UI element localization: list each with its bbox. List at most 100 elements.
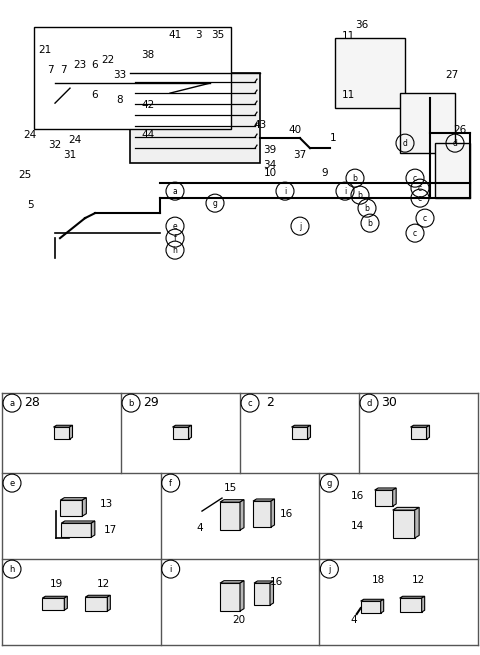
Polygon shape [61, 521, 95, 523]
Text: 21: 21 [38, 45, 52, 55]
Text: 13: 13 [99, 499, 113, 509]
Polygon shape [375, 490, 393, 506]
Polygon shape [375, 488, 396, 490]
Polygon shape [400, 598, 421, 612]
Text: j: j [328, 565, 331, 574]
Text: c: c [413, 174, 417, 183]
Text: b: b [353, 174, 358, 183]
Text: 3: 3 [195, 30, 201, 40]
Text: i: i [344, 187, 346, 196]
Text: 17: 17 [103, 525, 117, 535]
Polygon shape [85, 595, 110, 597]
Text: 12: 12 [412, 575, 425, 585]
Polygon shape [220, 583, 240, 611]
Text: 6: 6 [92, 90, 98, 100]
Polygon shape [60, 498, 86, 500]
Text: a: a [173, 187, 178, 196]
Polygon shape [410, 427, 427, 439]
Text: 20: 20 [232, 615, 245, 625]
Text: d: d [366, 399, 372, 407]
Text: d: d [453, 139, 457, 147]
Polygon shape [400, 596, 425, 598]
Text: h: h [9, 565, 15, 574]
Text: c: c [423, 214, 427, 223]
Text: 29: 29 [143, 396, 159, 409]
Text: 1: 1 [330, 133, 336, 143]
Text: 7: 7 [60, 65, 66, 75]
Text: 30: 30 [381, 396, 397, 409]
Polygon shape [42, 598, 64, 610]
Text: 26: 26 [454, 125, 467, 135]
Polygon shape [381, 599, 384, 613]
Text: d: d [403, 139, 408, 147]
Text: 9: 9 [322, 168, 328, 178]
Text: 7: 7 [47, 65, 53, 75]
Text: 34: 34 [264, 160, 276, 170]
Polygon shape [291, 425, 311, 427]
Text: 11: 11 [341, 90, 355, 100]
Text: 27: 27 [445, 70, 458, 80]
Polygon shape [393, 508, 419, 510]
Polygon shape [427, 425, 430, 439]
FancyBboxPatch shape [130, 73, 260, 163]
Text: 4: 4 [350, 615, 357, 625]
Text: 4: 4 [197, 523, 204, 533]
Text: 24: 24 [24, 130, 36, 140]
Polygon shape [91, 521, 95, 537]
Text: 24: 24 [68, 135, 82, 145]
Polygon shape [189, 425, 192, 439]
Text: 18: 18 [372, 575, 385, 585]
Text: 2: 2 [266, 396, 274, 409]
Polygon shape [42, 596, 67, 598]
Text: 16: 16 [270, 577, 283, 587]
Text: 32: 32 [48, 140, 61, 150]
Text: b: b [358, 191, 362, 200]
Text: 43: 43 [253, 120, 266, 130]
Text: 19: 19 [50, 579, 63, 589]
Text: 41: 41 [168, 30, 181, 40]
Text: j: j [299, 221, 301, 231]
Text: g: g [213, 198, 217, 208]
Text: 37: 37 [293, 150, 307, 160]
Polygon shape [393, 488, 396, 506]
Text: 11: 11 [341, 31, 355, 41]
Polygon shape [240, 500, 244, 530]
Text: c: c [413, 229, 417, 238]
Text: c: c [418, 194, 422, 202]
Polygon shape [83, 498, 86, 516]
Polygon shape [291, 427, 308, 439]
FancyBboxPatch shape [400, 93, 455, 153]
Text: c: c [248, 399, 252, 407]
Polygon shape [220, 502, 240, 530]
Polygon shape [172, 425, 192, 427]
Text: 12: 12 [96, 579, 110, 589]
Text: 5: 5 [27, 200, 33, 210]
Text: c: c [418, 183, 422, 193]
Text: 15: 15 [223, 483, 237, 493]
Text: 16: 16 [350, 491, 364, 501]
Text: 16: 16 [280, 509, 293, 519]
Text: 10: 10 [264, 168, 276, 178]
Polygon shape [60, 500, 83, 516]
Text: 38: 38 [142, 50, 155, 60]
Text: 33: 33 [113, 70, 127, 80]
Text: 23: 23 [73, 60, 86, 70]
Text: b: b [128, 399, 134, 407]
Polygon shape [61, 523, 91, 537]
Polygon shape [254, 581, 274, 583]
Polygon shape [253, 499, 275, 501]
Text: 40: 40 [288, 125, 301, 135]
Polygon shape [254, 583, 270, 605]
Text: b: b [368, 219, 372, 228]
FancyBboxPatch shape [335, 38, 405, 108]
Polygon shape [270, 581, 274, 605]
Text: 28: 28 [24, 396, 40, 409]
Text: f: f [169, 479, 172, 487]
Text: 44: 44 [142, 130, 155, 140]
Text: 25: 25 [18, 170, 32, 180]
Text: 36: 36 [355, 20, 369, 30]
Polygon shape [220, 581, 244, 583]
Polygon shape [393, 510, 415, 538]
Text: 31: 31 [63, 150, 77, 160]
Polygon shape [85, 597, 108, 611]
